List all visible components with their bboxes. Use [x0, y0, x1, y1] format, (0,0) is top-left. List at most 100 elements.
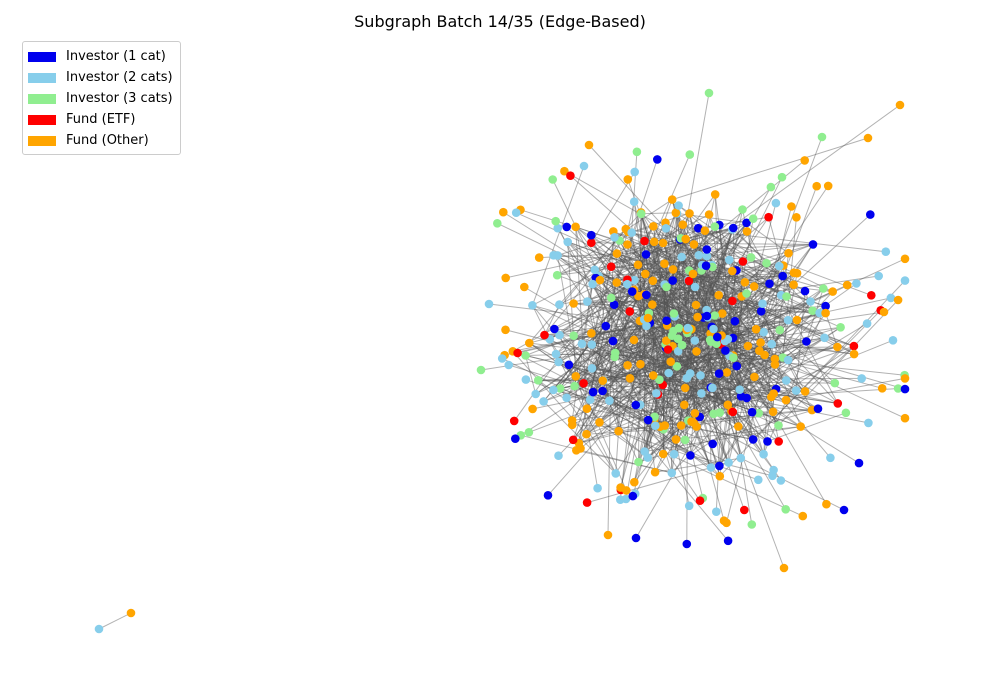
- graph-edge: [572, 224, 720, 441]
- graph-edge: [614, 356, 775, 360]
- graph-node: [849, 349, 859, 359]
- graph-edge: [672, 137, 869, 201]
- graph-edge: [586, 359, 789, 435]
- graph-edge: [668, 372, 714, 415]
- graph-edge: [573, 303, 630, 312]
- chart-title: Subgraph Batch 14/35 (Edge-Based): [354, 12, 646, 31]
- graph-edge: [746, 293, 753, 413]
- graph-node: [649, 237, 659, 247]
- graph-node: [732, 361, 742, 371]
- graph-edge: [647, 317, 712, 468]
- graph-node: [728, 407, 738, 417]
- graph-edge: [525, 355, 537, 395]
- graph-node: [630, 167, 639, 177]
- graph-node: [660, 421, 670, 430]
- graph-node: [774, 437, 783, 446]
- graph-edge: [645, 254, 749, 347]
- graph-node: [863, 133, 873, 143]
- graph-node: [715, 471, 725, 481]
- graph-edge: [643, 224, 720, 320]
- graph-edge: [586, 408, 754, 440]
- graph-edge: [678, 205, 770, 285]
- graph-node: [682, 539, 692, 549]
- graph-node: [525, 338, 534, 348]
- graph-node: [722, 368, 732, 377]
- legend-item-fund-etf: Fund (ETF): [28, 109, 173, 130]
- graph-node: [583, 297, 592, 306]
- graph-node: [674, 323, 684, 333]
- graph-node: [721, 346, 730, 355]
- graph-edge: [685, 346, 838, 389]
- graph-edge: [591, 295, 639, 345]
- graph-node: [524, 428, 534, 437]
- graph-edge: [591, 368, 639, 463]
- graph-edge: [643, 293, 734, 339]
- graph-edge: [586, 343, 722, 435]
- graph-edge: [714, 194, 722, 345]
- graph-node: [662, 336, 671, 346]
- graph-edge: [700, 374, 838, 404]
- graph-edge: [679, 239, 749, 347]
- graph-node: [704, 88, 714, 98]
- graph-edge: [602, 320, 641, 381]
- graph-edge: [503, 211, 596, 271]
- graph-edge: [710, 333, 906, 390]
- graph-node: [548, 175, 557, 184]
- graph-edge: [659, 337, 825, 428]
- graph-node: [802, 337, 811, 346]
- graph-node: [806, 297, 815, 306]
- graph-edge: [704, 230, 708, 317]
- graph-node: [798, 511, 808, 521]
- graph-edge: [605, 325, 669, 374]
- graph-edge: [641, 212, 676, 215]
- graph-edge: [663, 408, 819, 430]
- graph-node: [764, 212, 773, 222]
- graph-edge: [654, 224, 720, 243]
- graph-edge: [535, 312, 650, 395]
- graph-edge: [701, 264, 720, 466]
- graph-edge: [520, 209, 826, 307]
- graph-node: [714, 290, 723, 300]
- graph-node: [900, 254, 910, 264]
- graph-node: [763, 437, 772, 446]
- graph-node: [688, 269, 698, 279]
- graph-edge: [587, 238, 686, 303]
- graph-node: [900, 276, 910, 285]
- graph-edge: [805, 288, 824, 342]
- graph-edge: [694, 227, 734, 341]
- graph-edge: [653, 328, 714, 421]
- graph-edge: [590, 392, 657, 401]
- graph-node: [590, 265, 600, 275]
- graph-node: [895, 100, 905, 110]
- graph-node: [632, 147, 642, 157]
- graph-edge: [682, 224, 783, 277]
- graph-edge: [611, 266, 674, 270]
- graph-node: [605, 396, 614, 406]
- graph-edge: [567, 241, 733, 302]
- graph-node: [730, 316, 740, 326]
- graph-node: [886, 293, 896, 303]
- graph-node: [693, 223, 703, 233]
- graph-edge: [558, 263, 665, 363]
- graph-node: [555, 330, 564, 340]
- graph-edge: [644, 270, 733, 452]
- graph-node: [571, 372, 581, 381]
- graph-node: [893, 384, 903, 393]
- graph-node: [533, 376, 543, 385]
- graph-edge: [686, 295, 720, 379]
- graph-edge: [618, 425, 656, 432]
- graph-edge: [580, 272, 795, 449]
- graph-node: [550, 324, 559, 334]
- graph-edge: [555, 353, 734, 359]
- graph-node: [742, 393, 751, 403]
- graph-edge: [795, 291, 806, 391]
- graph-node: [564, 360, 574, 370]
- graph-node: [833, 399, 843, 408]
- graph-edge: [649, 322, 664, 385]
- graph-edge: [528, 228, 627, 344]
- graph-edge: [673, 303, 763, 455]
- graph-edge: [711, 265, 716, 316]
- graph-edge: [706, 227, 734, 317]
- graph-node: [582, 498, 592, 507]
- graph-node: [718, 309, 727, 318]
